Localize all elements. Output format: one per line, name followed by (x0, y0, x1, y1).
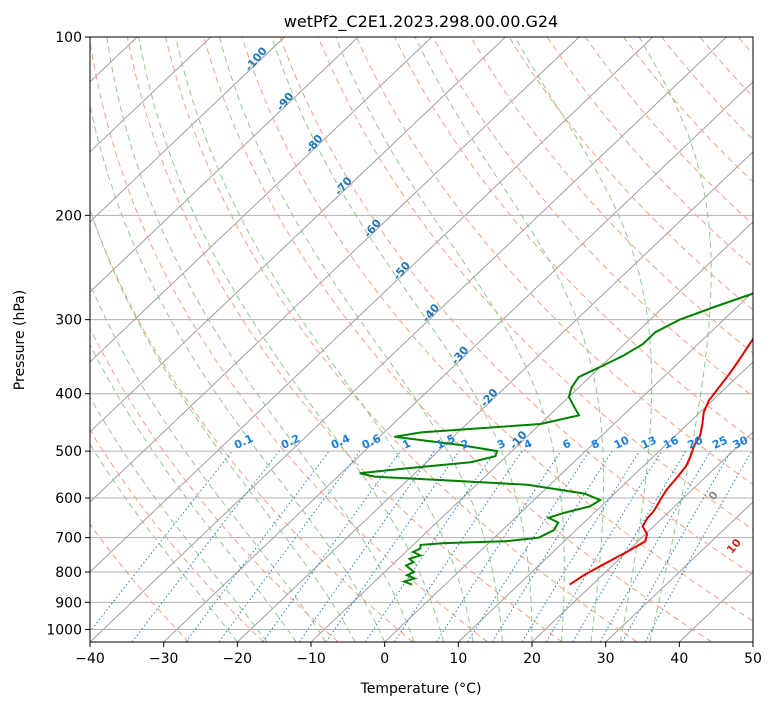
isotherm-line (90, 37, 212, 153)
mixing-ratio-line (131, 450, 280, 642)
moist-adiabat-line (271, 37, 533, 642)
mixing-ratio-line (467, 450, 590, 642)
isotherm-line (457, 361, 753, 642)
x-tick-label: 40 (670, 651, 688, 667)
y-tick-label: 500 (55, 444, 82, 460)
isotherm-line (310, 221, 753, 642)
dry-adiabat-line (508, 37, 753, 311)
mixing-ratio-label: 36 (752, 433, 772, 451)
moist-adiabat-line (90, 102, 386, 642)
mixing-ratio-line (262, 450, 402, 642)
moist-adiabat-line (106, 37, 415, 642)
moist-adiabat-line (514, 37, 653, 642)
isotherm-line (163, 81, 753, 642)
moist-adiabat-line (138, 37, 445, 642)
chart-title: wetPf2_C2E1.2023.298.00.00.G24 (284, 12, 558, 32)
x-tick-label: −40 (75, 651, 105, 667)
y-tick-label: 700 (55, 531, 82, 547)
y-axis-title: Pressure (hPa) (12, 290, 28, 390)
x-tick-label: 0 (380, 651, 389, 667)
mixing-ratio-line (521, 450, 640, 642)
mixing-ratio-label: 25 (710, 434, 729, 452)
dry-adiabat-line (661, 37, 753, 141)
profile-series (359, 292, 753, 586)
dry-adiabat-line (90, 327, 339, 642)
dry-adiabat-line (623, 37, 753, 183)
mixing-ratio-label: 13 (639, 434, 658, 452)
x-tick-label: 20 (523, 651, 541, 667)
moist-adiabat-line (638, 37, 712, 642)
x-tick-label: 30 (597, 651, 615, 667)
x-tick-label: 50 (744, 651, 762, 667)
dry-adiabat-line (241, 37, 753, 622)
moist-adiabats (90, 37, 712, 642)
grid-lines (90, 37, 753, 642)
x-tick-label: −30 (149, 651, 179, 667)
isotherm-line (90, 37, 654, 573)
y-tick-label: 200 (55, 208, 82, 224)
y-tick-label: 300 (55, 313, 82, 329)
mixing-ratio-line (435, 450, 562, 642)
y-tick-label: 800 (55, 565, 82, 581)
plot-frame (89, 36, 754, 643)
dry-adiabats (90, 37, 753, 642)
axes: −40 −30 −20 −10 0 10 20 30 40 50 100 200 300 400 500 60… (46, 30, 762, 667)
mixing-ratio-line (572, 450, 687, 642)
dry-adiabat-line (432, 37, 753, 398)
y-tick-label: 900 (55, 595, 82, 611)
dry-adiabat-line (355, 37, 753, 486)
y-tick-label: 100 (55, 30, 82, 46)
dry-adiabat-line (470, 37, 753, 354)
dry-adiabat-line (90, 38, 488, 642)
plot-background (90, 37, 753, 642)
dry-adiabat-line (90, 208, 414, 642)
mixing-ratio-label: 30 (731, 433, 751, 451)
mixing-ratio-line (298, 450, 435, 642)
mixing-ratio-line (90, 450, 233, 633)
isotherm-line (90, 37, 433, 363)
mixing-ratio-label: 10 (612, 433, 632, 451)
moist-adiabat-line (218, 37, 503, 642)
isotherm-line (90, 37, 506, 433)
x-axis-title: Temperature (°C) (360, 681, 482, 697)
isotherm-line (90, 37, 727, 642)
isotherm-line (531, 431, 753, 642)
mixing-ratio-line (491, 450, 613, 642)
mixing-ratio-lines (90, 450, 753, 642)
dry-adiabat-line (317, 37, 753, 530)
temperature-profile-line (569, 337, 753, 586)
x-tick-label: 10 (449, 651, 467, 667)
moist-adiabat-line (90, 343, 297, 642)
isotherm-line (90, 37, 285, 223)
mixing-ratio-line (621, 450, 732, 642)
isotherm-line (236, 151, 753, 642)
mixing-ratio-label: 20 (686, 433, 706, 451)
y-tick-label: 400 (55, 387, 82, 403)
isotherm-line (90, 37, 359, 293)
dewpoint-profile-line (359, 292, 753, 586)
moist-adiabat-line (335, 37, 565, 642)
moist-adiabat-line (414, 37, 605, 642)
dry-adiabat-line (279, 37, 753, 576)
dry-adiabat-line (90, 523, 190, 642)
isotherm-line (90, 37, 580, 503)
y-tick-label: 600 (55, 491, 82, 507)
moist-adiabat-line (175, 37, 474, 642)
moist-adiabat-line (90, 208, 356, 642)
mixing-ratio-line (599, 450, 711, 642)
y-tick-label: 1000 (46, 622, 82, 638)
mixing-ratio-line (644, 450, 753, 642)
x-tick-label: −10 (296, 651, 326, 667)
moist-adiabat-line (90, 396, 268, 642)
dry-adiabat-line (127, 37, 563, 642)
mixing-ratio-label: 16 (661, 433, 681, 451)
mixing-ratio-line (545, 450, 662, 642)
moist-adiabat-line (90, 282, 327, 642)
moist-adiabat-line (90, 443, 238, 642)
isotherm-line (605, 501, 753, 642)
mixing-ratio-line (364, 450, 496, 642)
x-tick-label: −20 (223, 651, 253, 667)
dry-adiabat-line (203, 37, 712, 642)
